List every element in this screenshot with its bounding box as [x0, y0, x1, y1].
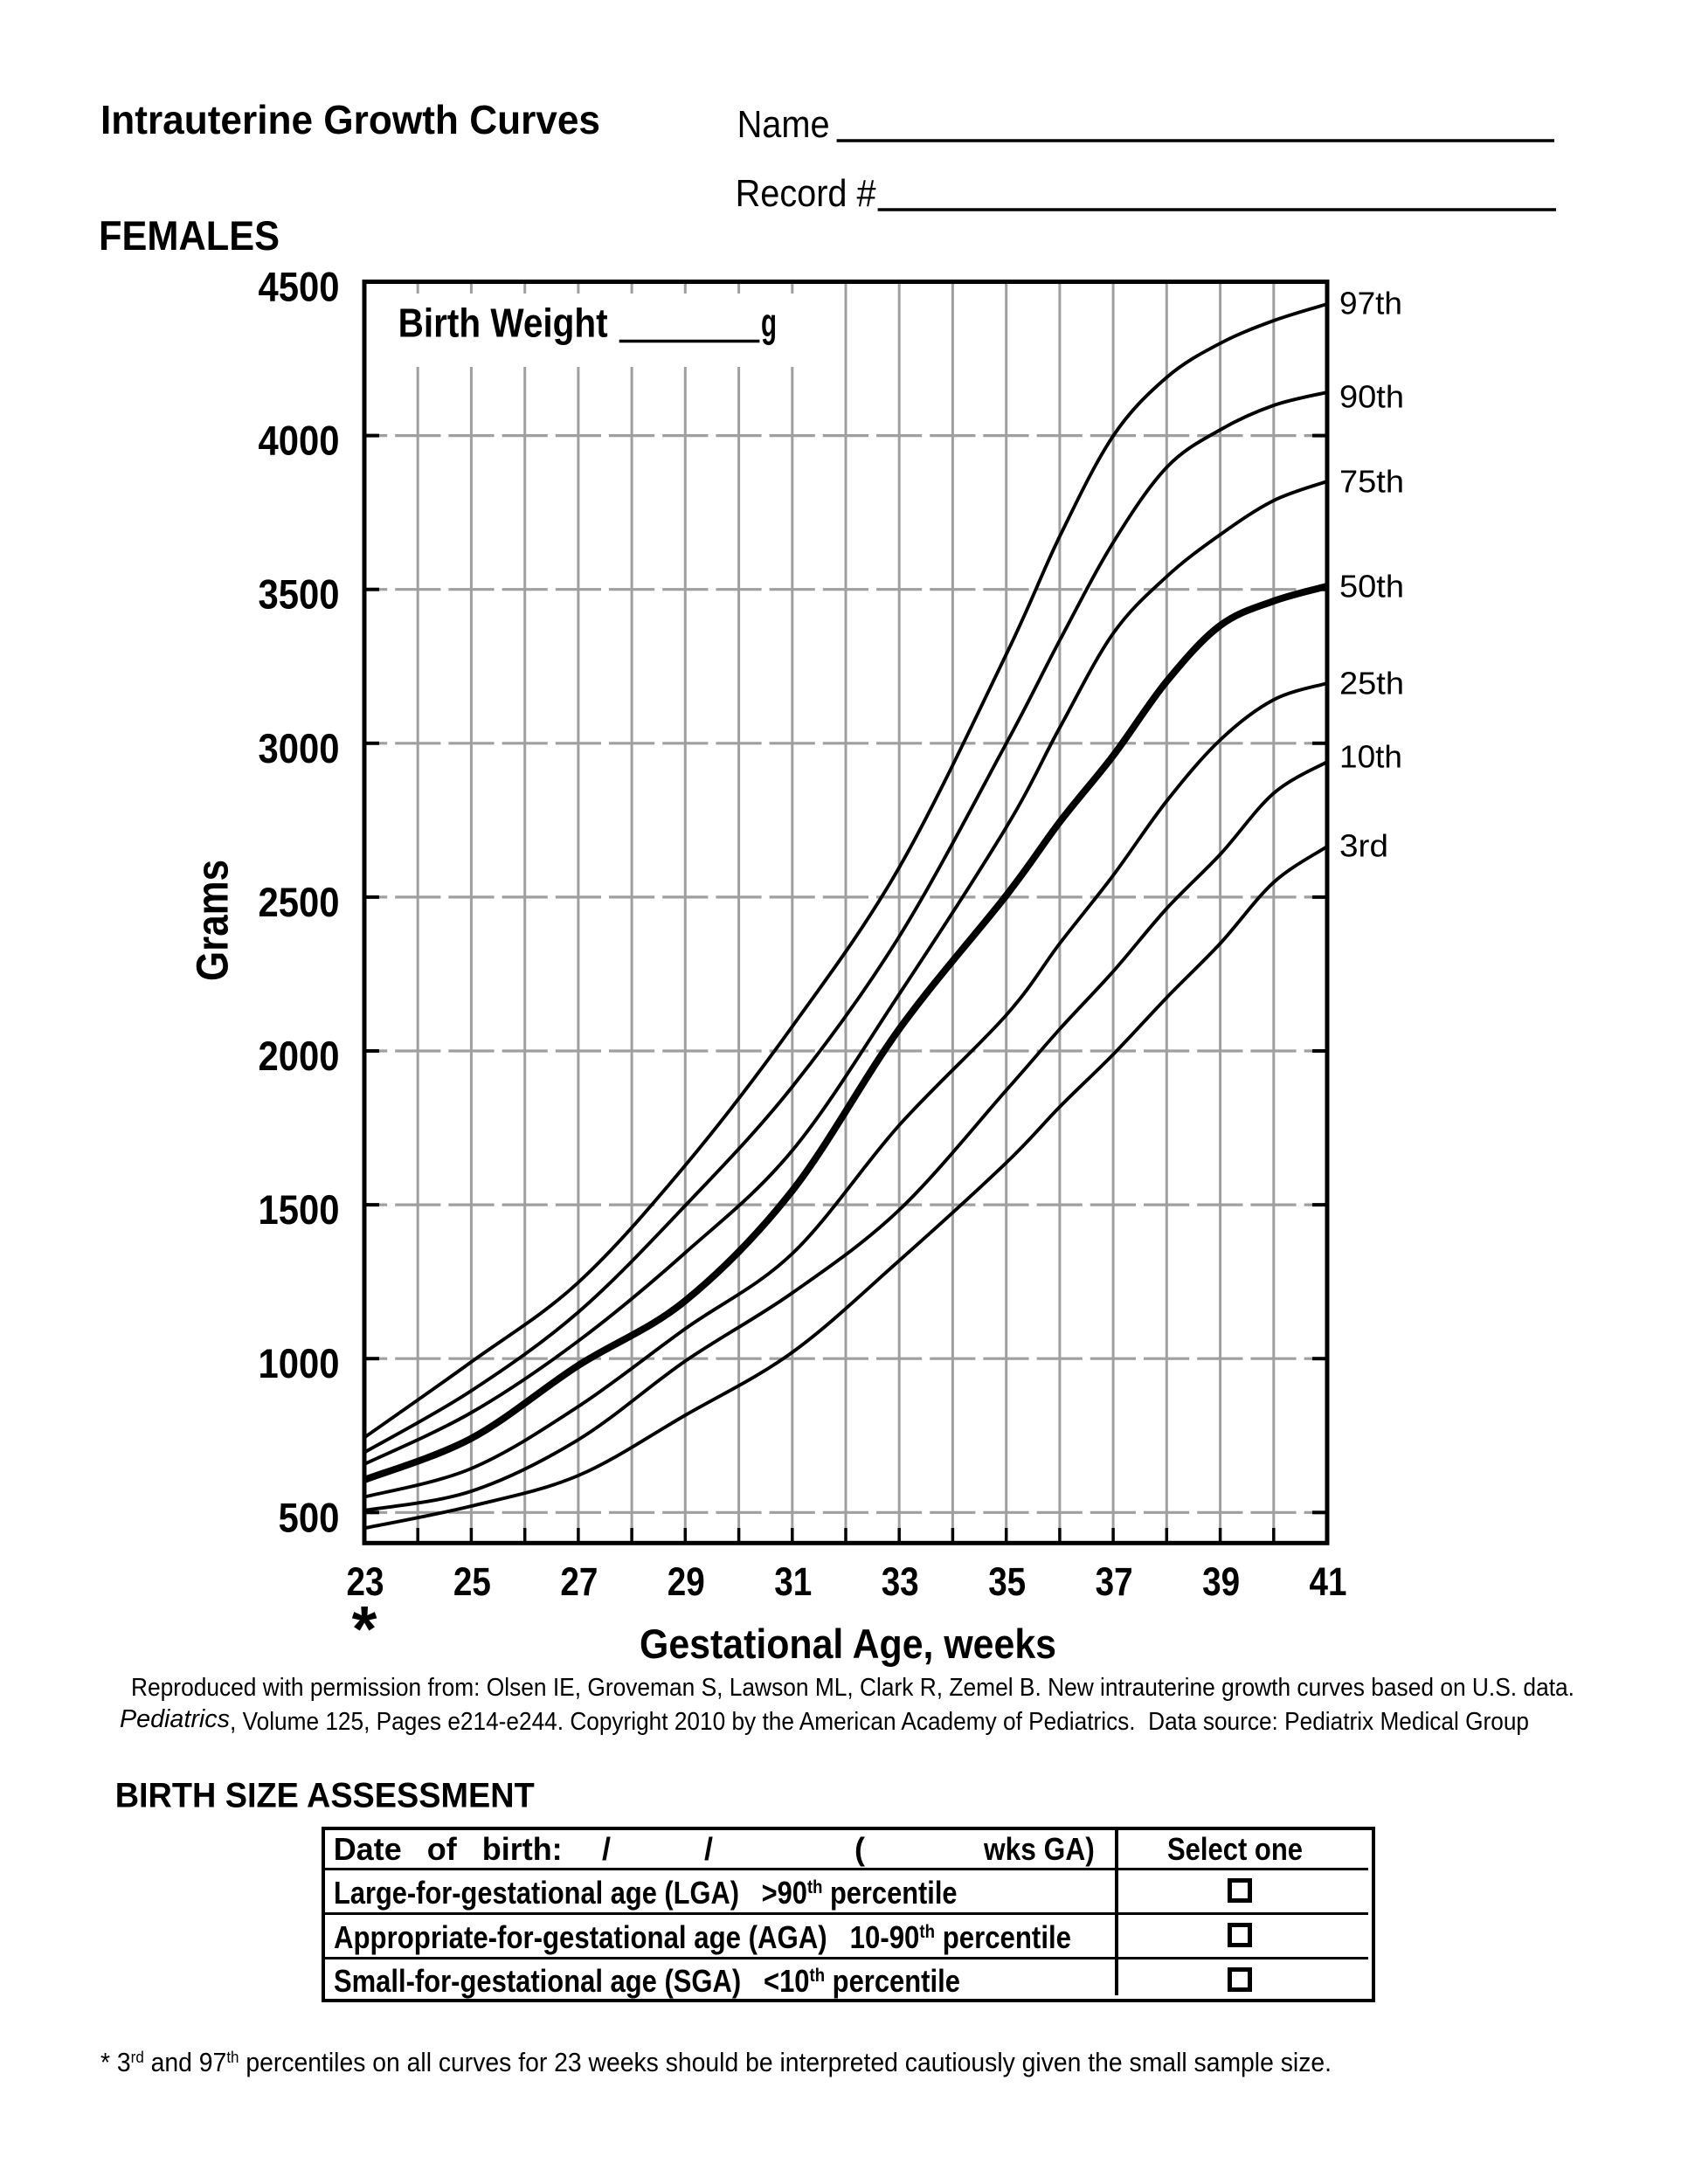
svg-text:Intrauterine Growth Curves: Intrauterine Growth Curves	[100, 97, 600, 142]
svg-text:35: 35	[988, 1559, 1026, 1604]
svg-text:500: 500	[279, 1494, 340, 1540]
svg-text:BIRTH SIZE ASSESSMENT: BIRTH SIZE ASSESSMENT	[115, 1777, 535, 1815]
svg-text:Name: Name	[737, 103, 830, 146]
svg-text:50th: 50th	[1339, 569, 1404, 605]
svg-text:37: 37	[1096, 1559, 1133, 1604]
svg-text:3000: 3000	[259, 725, 340, 771]
svg-text:23: 23	[347, 1559, 384, 1604]
svg-text:, Volume 125, Pages e214-e244.: , Volume 125, Pages e214-e244. Copyright…	[230, 1708, 1529, 1736]
svg-text:Grams: Grams	[188, 860, 238, 981]
svg-text:3rd: 3rd	[1339, 828, 1388, 864]
svg-text:97th: 97th	[1339, 286, 1402, 321]
svg-text:2000: 2000	[259, 1033, 340, 1079]
svg-text:90th: 90th	[1339, 379, 1404, 415]
svg-text:39: 39	[1202, 1559, 1240, 1604]
svg-text:25: 25	[453, 1559, 491, 1604]
svg-text:1500: 1500	[259, 1186, 340, 1233]
svg-text:*: *	[352, 1593, 377, 1665]
svg-text:Record #: Record #	[736, 172, 876, 215]
svg-text:41: 41	[1310, 1559, 1347, 1604]
svg-text:75th: 75th	[1339, 464, 1404, 500]
svg-text:25th: 25th	[1339, 666, 1404, 702]
svg-text:4000: 4000	[259, 418, 340, 464]
svg-text:2500: 2500	[259, 879, 340, 925]
svg-text:31: 31	[774, 1559, 812, 1604]
svg-text:Birth Weight: Birth Weight	[398, 301, 608, 346]
svg-text:3500: 3500	[259, 571, 340, 618]
svg-text:27: 27	[560, 1559, 598, 1604]
svg-text:Pediatrics: Pediatrics	[120, 1705, 230, 1733]
svg-text:Reproduced with permission fro: Reproduced with permission from: Olsen I…	[131, 1674, 1574, 1702]
svg-text:10th: 10th	[1339, 739, 1402, 775]
svg-text:FEMALES: FEMALES	[99, 212, 280, 259]
svg-text:g: g	[761, 301, 777, 346]
svg-text:29: 29	[668, 1559, 705, 1604]
svg-text:1000: 1000	[259, 1340, 340, 1386]
svg-text:4500: 4500	[259, 264, 340, 310]
svg-text:Gestational Age, weeks: Gestational Age, weeks	[640, 1621, 1056, 1667]
svg-text:33: 33	[882, 1559, 919, 1604]
